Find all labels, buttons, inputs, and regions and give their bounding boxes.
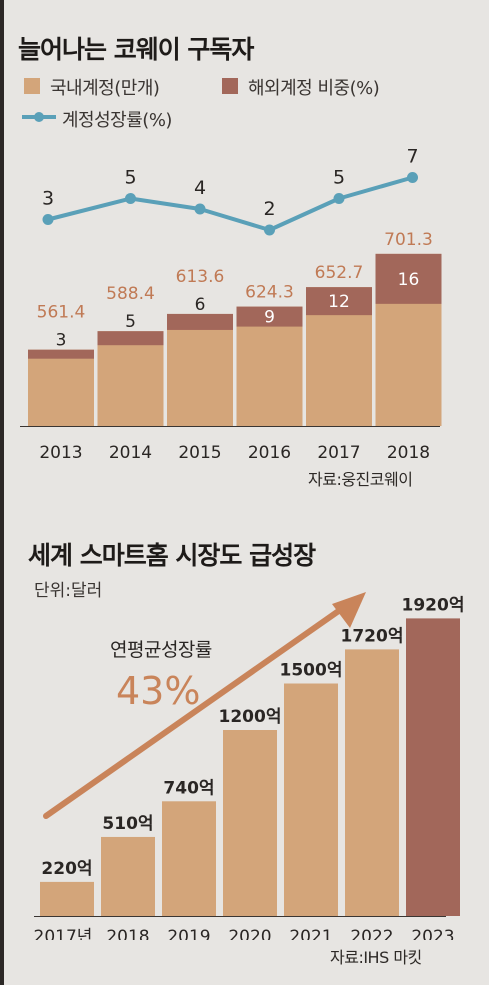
- legend-growth-line-icon: [22, 112, 56, 122]
- overseas-share-label: 3: [56, 331, 67, 351]
- chart1-title: 늘어나는 코웨이 구독자: [18, 35, 254, 64]
- growth-point: [264, 224, 275, 236]
- page-edge: [0, 0, 4, 985]
- domestic-bar: [28, 349, 94, 426]
- overseas-share-label: 6: [195, 295, 206, 315]
- growth-value-label: 2: [263, 198, 275, 220]
- legend-growth-label: 계정성장률(%): [62, 110, 172, 131]
- market-bar: [162, 801, 216, 916]
- growth-value-label: 5: [333, 167, 345, 189]
- market-value-label: 220억: [41, 859, 92, 879]
- market-bar: [223, 730, 277, 916]
- chart2-source: 자료:IHS 마킷: [330, 948, 422, 967]
- x-tick-label: 2019: [167, 927, 210, 940]
- x-tick-label: 2018: [106, 927, 149, 940]
- growth-point: [125, 193, 136, 204]
- x-tick-label: 2017년: [34, 927, 93, 940]
- legend-overseas-swatch: [222, 78, 238, 94]
- x-tick-label: 2022: [350, 927, 393, 940]
- market-bar: [406, 618, 460, 916]
- overseas-bar: [306, 287, 372, 316]
- growth-arrow-shaft: [43, 607, 343, 819]
- market-value-label: 1200억: [219, 707, 282, 727]
- total-value-label: 652.7: [315, 263, 364, 283]
- x-tick-label: 2016: [248, 443, 291, 463]
- x-tick-label: 2020: [228, 927, 271, 940]
- market-value-label: 510억: [102, 814, 153, 834]
- overseas-bar: [97, 331, 164, 346]
- overseas-share-label: 5: [125, 312, 136, 332]
- growth-point: [333, 193, 345, 204]
- legend-domestic-label: 국내계정(만개): [50, 78, 160, 99]
- cagr-label: 연평균성장률: [110, 639, 212, 661]
- total-value-label: 624.3: [245, 283, 294, 303]
- x-tick-label: 2023: [411, 927, 454, 940]
- subscriber-chart: 561.4 3 2013 588.4 5 2014 613.6 6 2015 624.3 9 2016…: [20, 146, 442, 463]
- domestic-bar: [97, 331, 164, 426]
- market-bar: [345, 649, 399, 916]
- growth-arrow-head: [332, 592, 366, 628]
- growth-point: [194, 203, 206, 215]
- growth-point: [42, 214, 54, 225]
- smarthome-chart: 220억 2017년 510억 2018 740억 2019 1200억 2020 1500억 2…: [34, 592, 465, 940]
- x-tick-label: 2014: [109, 443, 152, 463]
- overseas-bar: [28, 349, 94, 359]
- x-tick-label: 2015: [178, 443, 221, 463]
- market-value-label: 1500억: [280, 661, 343, 681]
- overseas-share-label: 9: [264, 308, 275, 328]
- growth-value-label: 3: [42, 188, 54, 210]
- overseas-share-label: 16: [398, 270, 420, 290]
- market-bar: [101, 836, 155, 916]
- total-value-label: 588.4: [106, 284, 155, 304]
- x-tick-label: 2021: [289, 927, 332, 940]
- growth-value-label: 5: [124, 167, 136, 189]
- overseas-share-label: 12: [328, 292, 350, 312]
- total-value-label: 613.6: [176, 267, 225, 287]
- cagr-value: 43%: [116, 669, 200, 713]
- growth-line: [47, 175, 414, 232]
- growth-value-label: 4: [194, 177, 206, 199]
- overseas-bar: [236, 306, 303, 327]
- x-tick-label: 2018: [387, 443, 430, 463]
- growth-value-label: 7: [406, 146, 418, 168]
- chart2-unit: 단위:달러: [34, 581, 103, 601]
- market-value-label: 1720억: [341, 626, 404, 646]
- overseas-bar: [375, 253, 442, 304]
- overseas-bar: [167, 313, 233, 330]
- market-value-label: 1920억: [402, 595, 465, 615]
- x-tick-label: 2013: [39, 443, 82, 463]
- market-value-label: 740억: [163, 778, 214, 798]
- legend-domestic-swatch: [24, 78, 40, 94]
- domestic-bar: [167, 313, 233, 426]
- market-bar: [40, 881, 94, 916]
- total-value-label: 701.3: [384, 230, 433, 250]
- x-tick-label: 2017: [317, 443, 360, 463]
- total-value-label: 561.4: [37, 303, 86, 323]
- growth-point: [407, 172, 418, 183]
- market-bar: [284, 683, 338, 916]
- chart2-title: 세계 스마트홈 시장도 급성장: [28, 541, 316, 570]
- legend-overseas-label: 해외계정 비중(%): [248, 78, 380, 99]
- chart1-source: 자료:웅진코웨이: [308, 470, 413, 489]
